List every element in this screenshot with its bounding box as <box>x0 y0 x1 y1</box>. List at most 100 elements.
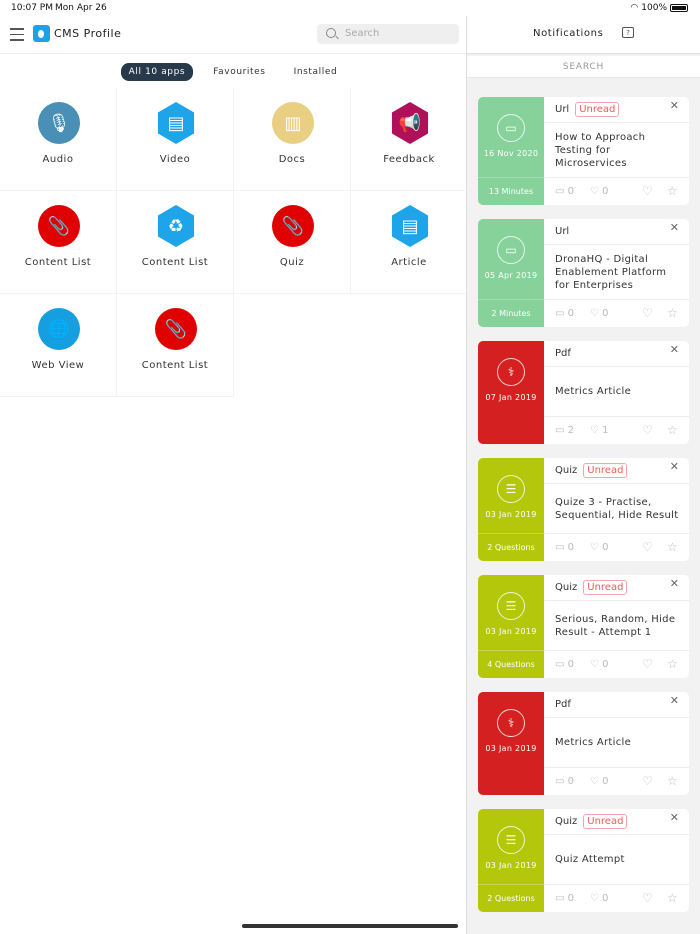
close-icon[interactable]: ✕ <box>669 221 679 234</box>
star-icon[interactable]: ☆ <box>667 891 678 905</box>
heart-icon[interactable]: ♡ <box>642 540 653 554</box>
heart-icon[interactable]: ♡ <box>642 184 653 198</box>
app-tile[interactable]: 📢 Feedback <box>351 88 468 191</box>
pdf-icon: ⚕ <box>497 709 525 737</box>
star-icon[interactable]: ☆ <box>667 657 678 671</box>
notification-actions: ▭ 0 ♡ 0 ♡ ☆ <box>544 299 689 327</box>
notification-card[interactable]: ⚕ 03 Jan 2019 Pdf ✕ Metrics Article ▭ 0 ♡ 0 ♡ ☆ <box>478 692 689 795</box>
battery-icon <box>670 4 688 12</box>
notification-thumb: ▭ 05 Apr 2019 2 Minutes <box>478 219 544 327</box>
battery: ◠ 100% <box>630 3 688 13</box>
heart-icon[interactable]: ♡ <box>642 306 653 320</box>
notification-date: 03 Jan 2019 <box>485 861 537 870</box>
status-time: 10:07 PM <box>11 3 53 13</box>
like-count[interactable]: ♡ 1 <box>590 425 609 436</box>
notification-type: Url <box>555 226 570 237</box>
notification-content: Quiz Unread ✕ Quize 3 - Practise, Sequentia… <box>544 458 689 561</box>
notification-card[interactable]: ▭ 05 Apr 2019 2 Minutes Url ✕ DronaHQ - Digit… <box>478 219 689 327</box>
notification-content: Url ✕ DronaHQ - Digital Enablement Platfor… <box>544 219 689 327</box>
heart-icon[interactable]: ♡ <box>642 657 653 671</box>
close-icon[interactable]: ✕ <box>669 811 679 824</box>
notification-title[interactable]: How to Approach Testing for Microservice… <box>555 131 646 169</box>
app-label: Content List <box>141 257 209 268</box>
comment-count[interactable]: ▭ 2 <box>555 425 574 436</box>
notification-content: Pdf ✕ Metrics Article ▭ 2 ♡ 1 ♡ ☆ <box>544 341 689 444</box>
heart-icon[interactable]: ♡ <box>642 423 653 437</box>
notification-title[interactable]: Serious, Random, Hide Result - Attempt 1 <box>555 613 676 638</box>
link-preview-icon: ▭ <box>497 114 525 142</box>
search-input[interactable]: Search <box>317 24 459 44</box>
top-bar: CMS Profile Search <box>0 16 466 54</box>
notification-type: Url <box>555 104 570 115</box>
star-icon[interactable]: ☆ <box>667 774 678 788</box>
heart-icon[interactable]: ♡ <box>642 891 653 905</box>
tab-favourites[interactable]: Favourites <box>213 67 266 77</box>
tab-all-10-apps[interactable]: All 10 apps <box>120 63 194 81</box>
app-tile[interactable]: 📎 Content List <box>0 191 117 294</box>
star-icon[interactable]: ☆ <box>667 306 678 320</box>
app-tile[interactable]: 🎙 Audio <box>0 88 117 191</box>
binders-icon: ▥ <box>272 102 314 144</box>
comment-count[interactable]: ▭ 0 <box>555 776 574 787</box>
notifications-search[interactable]: SEARCH <box>467 56 700 78</box>
close-icon[interactable]: ✕ <box>669 694 679 707</box>
notification-title[interactable]: Quiz Attempt <box>555 854 625 865</box>
notification-meta: 4 Questions <box>478 650 544 678</box>
app-tile[interactable]: ▤ Video <box>117 88 234 191</box>
app-label: Audio <box>42 154 74 165</box>
notification-header: Url <box>544 219 689 245</box>
paperclip-icon: 📎 <box>155 308 197 350</box>
notification-header: Pdf <box>544 341 689 367</box>
comment-count[interactable]: ▭ 0 <box>555 659 574 670</box>
close-icon[interactable]: ✕ <box>669 99 679 112</box>
quiz-icon: ☰ <box>497 592 525 620</box>
like-count[interactable]: ♡ 0 <box>590 776 609 787</box>
app-tile[interactable]: ▤ Article <box>351 191 468 294</box>
notification-title[interactable]: Quize 3 - Practise, Sequential, Hide Res… <box>555 496 679 521</box>
comment-count[interactable]: ▭ 0 <box>555 186 574 197</box>
app-tile[interactable]: ♻ Content List <box>117 191 234 294</box>
app-tile[interactable]: 📎 Content List <box>117 294 234 397</box>
like-count[interactable]: ♡ 0 <box>590 893 609 904</box>
tab-installed[interactable]: Installed <box>293 67 338 77</box>
notification-card[interactable]: ☰ 03 Jan 2019 4 Questions Quiz Unread ✕ Seriou… <box>478 575 689 678</box>
app-tile[interactable]: 🌐 Web View <box>0 294 117 397</box>
star-icon[interactable]: ☆ <box>667 540 678 554</box>
notification-card[interactable]: ☰ 03 Jan 2019 2 Questions Quiz Unread ✕ Quiz A… <box>478 809 689 912</box>
heart-icon[interactable]: ♡ <box>642 774 653 788</box>
close-icon[interactable]: ✕ <box>669 577 679 590</box>
notification-type: Quiz <box>555 582 578 593</box>
star-icon[interactable]: ☆ <box>667 184 678 198</box>
notification-date: 16 Nov 2020 <box>483 149 539 158</box>
notification-meta: 2 Questions <box>478 533 544 561</box>
like-count[interactable]: ♡ 0 <box>590 186 609 197</box>
app-tile[interactable]: 📎 Quiz <box>234 191 351 294</box>
notification-card[interactable]: ⚕ 07 Jan 2019 Pdf ✕ Metrics Article ▭ 2 ♡ 1 ♡ ☆ <box>478 341 689 444</box>
notification-title[interactable]: Metrics Article <box>555 737 632 748</box>
hamburger-menu-icon[interactable] <box>10 28 24 45</box>
comment-count[interactable]: ▭ 0 <box>555 893 574 904</box>
close-icon[interactable]: ✕ <box>669 343 679 356</box>
help-icon[interactable]: ? <box>622 27 634 38</box>
like-count[interactable]: ♡ 0 <box>590 308 609 319</box>
notification-header: Quiz Unread <box>544 458 689 484</box>
close-icon[interactable]: ✕ <box>669 460 679 473</box>
notification-card[interactable]: ▭ 16 Nov 2020 13 Minutes Url Unread ✕ How to A… <box>478 97 689 205</box>
app-label: Content List <box>24 257 92 268</box>
notification-actions: ▭ 0 ♡ 0 ♡ ☆ <box>544 884 689 912</box>
notification-header: Quiz Unread <box>544 809 689 835</box>
comment-count[interactable]: ▭ 0 <box>555 308 574 319</box>
like-count[interactable]: ♡ 0 <box>590 542 609 553</box>
like-count[interactable]: ♡ 0 <box>590 659 609 670</box>
notification-card[interactable]: ☰ 03 Jan 2019 2 Questions Quiz Unread ✕ Quize … <box>478 458 689 561</box>
notification-type: Quiz <box>555 816 578 827</box>
star-icon[interactable]: ☆ <box>667 423 678 437</box>
notification-title[interactable]: DronaHQ - Digital Enablement Platform fo… <box>555 253 667 291</box>
app-label: Feedback <box>383 154 435 165</box>
notification-title[interactable]: Metrics Article <box>555 386 632 397</box>
app-tile[interactable]: ▥ Docs <box>234 88 351 191</box>
app-label: Docs <box>278 154 306 165</box>
filter-tabs: All 10 apps Favourites Installed <box>0 63 466 81</box>
app-logo-icon <box>33 25 50 42</box>
comment-count[interactable]: ▭ 0 <box>555 542 574 553</box>
